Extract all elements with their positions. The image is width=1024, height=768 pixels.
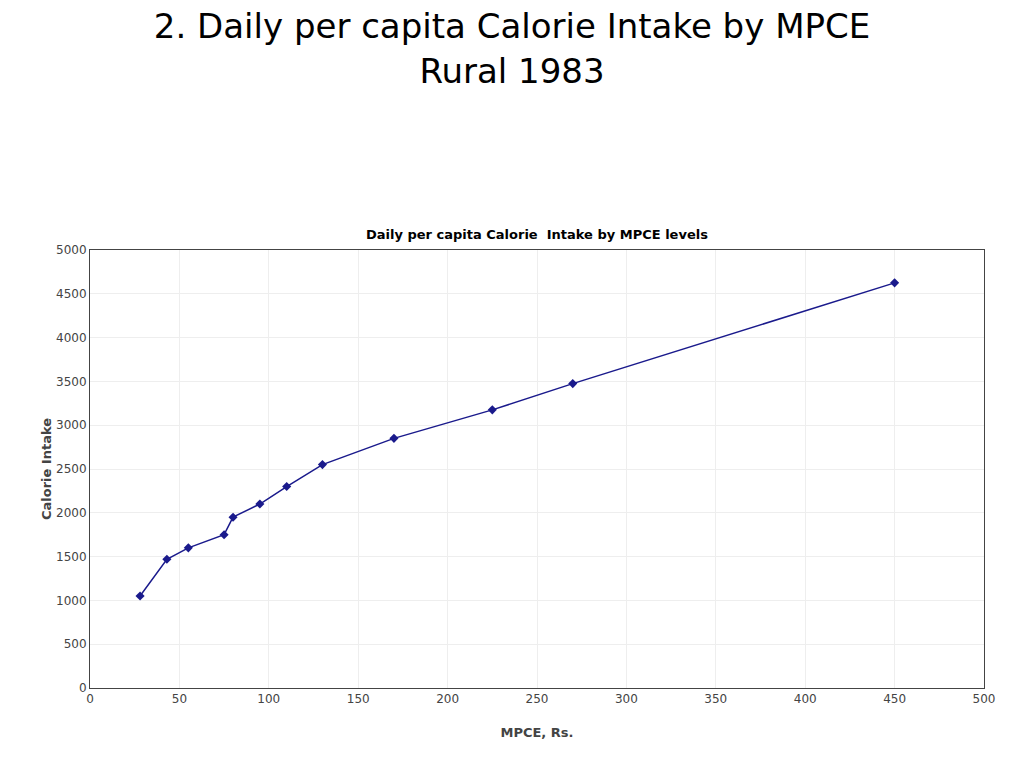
svg-text:450: 450: [883, 692, 906, 706]
svg-text:4000: 4000: [56, 331, 87, 345]
svg-text:250: 250: [526, 692, 549, 706]
svg-text:3000: 3000: [56, 418, 87, 432]
svg-text:200: 200: [436, 692, 459, 706]
svg-text:400: 400: [794, 692, 817, 706]
svg-text:350: 350: [704, 692, 727, 706]
svg-text:500: 500: [973, 692, 996, 706]
svg-text:300: 300: [615, 692, 638, 706]
svg-text:1000: 1000: [56, 594, 87, 608]
svg-text:2. Daily per capita Calorie In: 2. Daily per capita Calorie Intake by MP…: [154, 6, 870, 90]
svg-text:4500: 4500: [56, 287, 87, 301]
svg-text:2500: 2500: [56, 462, 87, 476]
svg-text:3500: 3500: [56, 375, 87, 389]
svg-text:0: 0: [86, 692, 94, 706]
svg-text:Calorie Intake: Calorie Intake: [39, 418, 54, 520]
svg-text:1500: 1500: [56, 550, 87, 564]
svg-text:0: 0: [79, 681, 87, 695]
svg-text:500: 500: [64, 637, 87, 651]
svg-text:50: 50: [172, 692, 187, 706]
svg-text:2000: 2000: [56, 506, 87, 520]
svg-text:MPCE, Rs.: MPCE, Rs.: [500, 725, 573, 740]
svg-text:100: 100: [257, 692, 280, 706]
svg-text:5000: 5000: [56, 243, 87, 257]
svg-text:150: 150: [347, 692, 370, 706]
svg-text:Daily per capita Calorie Inta: Daily per capita Calorie Intake by MPCE …: [366, 227, 708, 242]
